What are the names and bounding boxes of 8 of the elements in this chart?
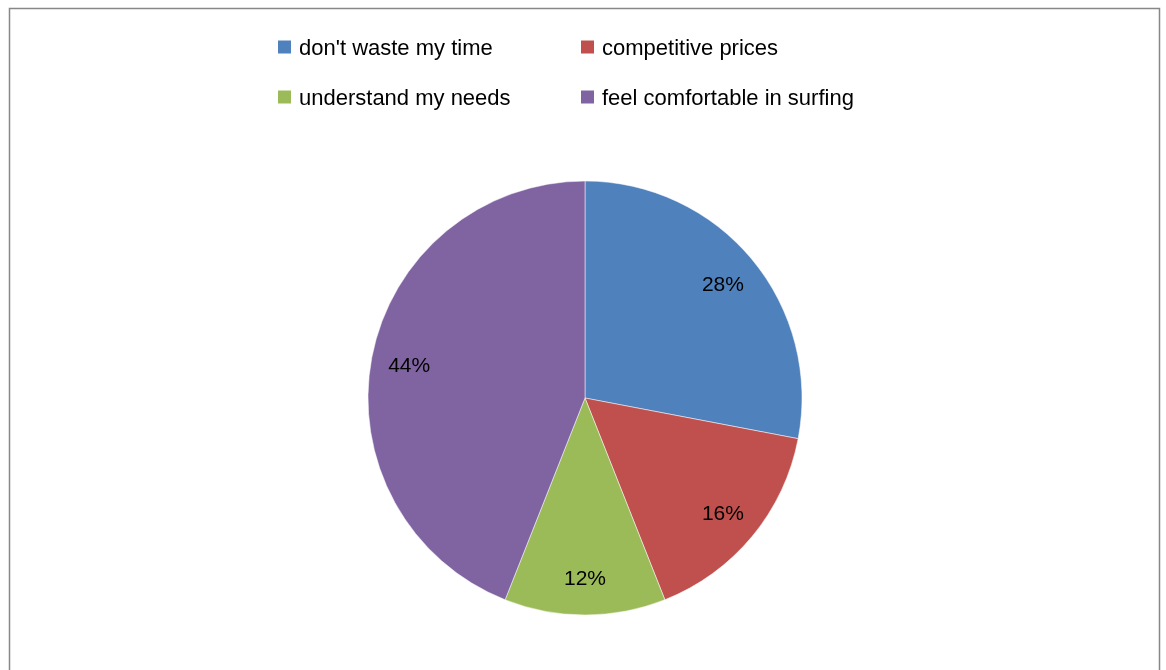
- data-label: 28%: [701, 272, 744, 296]
- data-label: 12%: [563, 565, 607, 589]
- data-label: 44%: [388, 352, 431, 376]
- legend-label: feel comfortable in surfing: [602, 84, 854, 110]
- legend-label: understand my needs: [299, 84, 511, 110]
- data-label: 16%: [701, 500, 744, 524]
- legend-label: competitive prices: [602, 34, 779, 60]
- legend-label: don't waste my time: [299, 34, 493, 60]
